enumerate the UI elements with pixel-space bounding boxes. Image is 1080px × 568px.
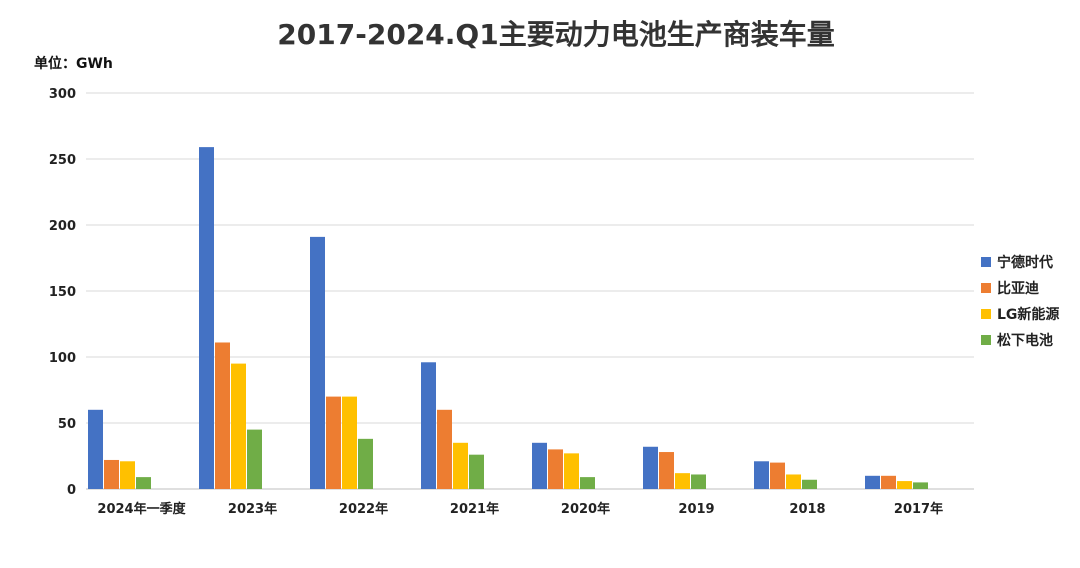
legend-label: 比亚迪 bbox=[997, 280, 1039, 297]
bar-1-8 bbox=[865, 475, 880, 489]
bar-2-5 bbox=[548, 449, 563, 489]
bar-1-4 bbox=[421, 362, 436, 489]
bar-2-8 bbox=[881, 475, 896, 489]
x-tick-label: 2017年 bbox=[894, 501, 943, 517]
bar-4-5 bbox=[580, 477, 595, 489]
bar-1-3 bbox=[310, 236, 325, 489]
bar-3-2 bbox=[231, 363, 246, 489]
bar-3-7 bbox=[786, 474, 801, 489]
bar-3-5 bbox=[564, 453, 579, 489]
y-tick-label: 200 bbox=[49, 219, 76, 234]
bar-1-6 bbox=[643, 446, 658, 489]
bars bbox=[88, 147, 928, 489]
x-tick-label: 2020年 bbox=[561, 501, 610, 517]
bar-4-3 bbox=[358, 438, 373, 489]
x-tick-label: 2021年 bbox=[450, 501, 499, 517]
bar-2-7 bbox=[770, 462, 785, 489]
legend-label: 宁德时代 bbox=[997, 254, 1053, 271]
bar-4-7 bbox=[802, 479, 817, 489]
bar-4-6 bbox=[691, 474, 706, 489]
chart-title: 2017-2024.Q1主要动力电池生产商装车量 bbox=[277, 18, 834, 51]
bar-4-1 bbox=[136, 477, 151, 489]
x-tick-label: 2024年一季度 bbox=[97, 501, 186, 517]
bar-2-4 bbox=[437, 409, 452, 489]
bar-2-1 bbox=[104, 459, 119, 489]
legend-swatch bbox=[981, 335, 991, 345]
bar-3-8 bbox=[897, 481, 912, 489]
bar-1-1 bbox=[88, 409, 103, 489]
bar-4-2 bbox=[247, 429, 262, 489]
x-tick-label: 2022年 bbox=[339, 501, 388, 517]
bar-4-8 bbox=[913, 482, 928, 489]
legend-swatch bbox=[981, 257, 991, 267]
legend-label: LG新能源 bbox=[997, 306, 1059, 323]
bar-1-2 bbox=[199, 147, 214, 489]
bar-3-6 bbox=[675, 473, 690, 489]
x-tick-label: 2023年 bbox=[228, 501, 277, 517]
y-axis-ticks: 0 50 100 150 200 250 300 bbox=[49, 87, 76, 498]
bar-1-5 bbox=[532, 442, 547, 489]
unit-label: 单位：GWh bbox=[34, 55, 113, 72]
bar-1-7 bbox=[754, 461, 769, 489]
bar-3-4 bbox=[453, 442, 468, 489]
y-tick-label: 0 bbox=[67, 483, 76, 498]
bar-2-2 bbox=[215, 342, 230, 489]
x-tick-label: 2018 bbox=[789, 502, 825, 517]
y-tick-label: 300 bbox=[49, 87, 76, 102]
bar-3-3 bbox=[342, 396, 357, 489]
bar-2-6 bbox=[659, 452, 674, 489]
x-axis-ticks: 2024年一季度 2023年 2022年 2021年 2020年 2019 2018 2017… bbox=[97, 501, 943, 517]
y-tick-label: 100 bbox=[49, 351, 76, 366]
y-tick-label: 150 bbox=[49, 285, 76, 300]
legend-swatch bbox=[981, 283, 991, 293]
y-tick-label: 50 bbox=[58, 417, 76, 432]
bar-3-1 bbox=[120, 461, 135, 489]
y-tick-label: 250 bbox=[49, 153, 76, 168]
bar-2-3 bbox=[326, 396, 341, 489]
legend-label: 松下电池 bbox=[997, 332, 1053, 349]
legend-swatch bbox=[981, 309, 991, 319]
bar-4-4 bbox=[469, 454, 484, 489]
x-tick-label: 2019 bbox=[678, 502, 714, 517]
